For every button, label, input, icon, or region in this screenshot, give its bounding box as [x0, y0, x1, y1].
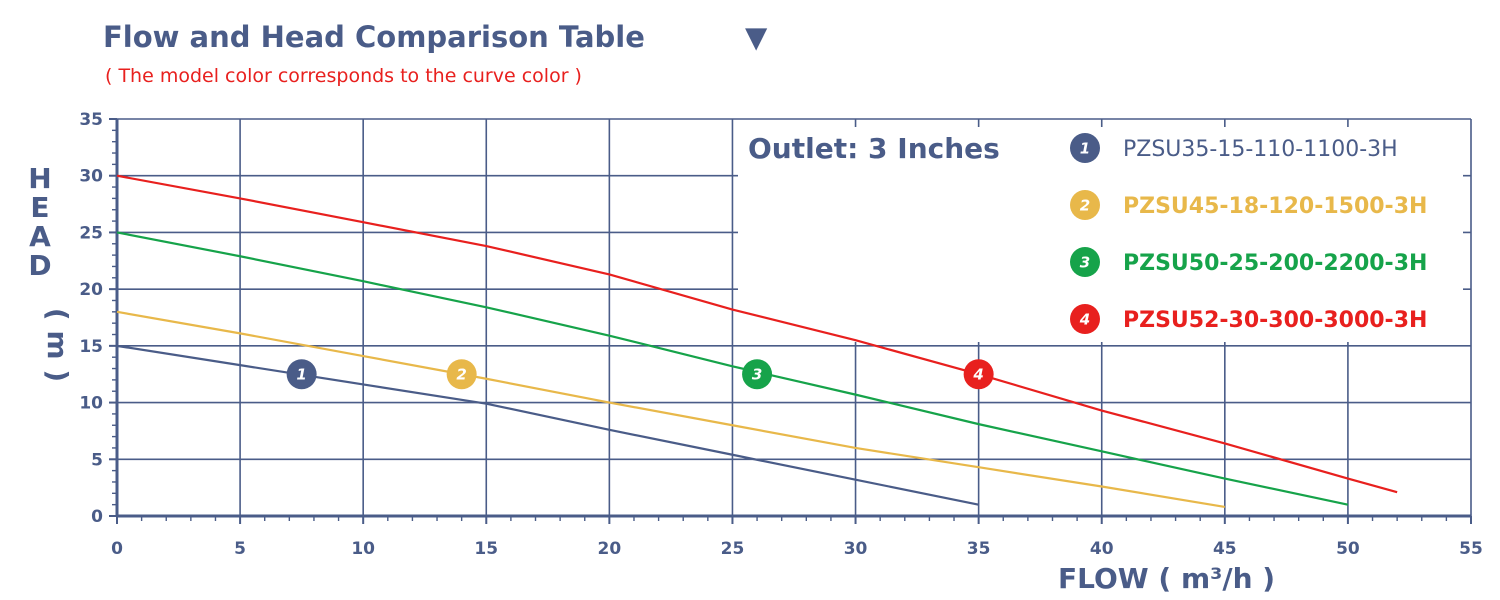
legend-marker-number-3: 3: [1080, 254, 1090, 272]
x-tick-label-3: 15: [474, 539, 498, 559]
legend-marker-2: [1070, 190, 1100, 220]
y-axis-label-letter-3: D: [28, 249, 51, 282]
series-marker-number-2: 2: [456, 366, 466, 384]
legend-label-2: PZSU45-18-120-1500-3H: [1123, 194, 1427, 219]
series-line-3: [116, 231, 1349, 506]
x-tick-label-9: 45: [1213, 539, 1237, 559]
legend-item-2: 2 PZSU45-18-120-1500-3H: [1070, 190, 1427, 220]
series-marker-circle-2: [446, 359, 477, 390]
x-axis-label: FLOW ( m³/h ): [1058, 562, 1275, 595]
series-markers: 1 2 3 4: [286, 359, 994, 390]
y-tick-label-6: 30: [79, 167, 103, 187]
y-axis-label-letter-1: E: [30, 191, 49, 224]
legend-marker-3: [1070, 247, 1100, 277]
x-tick-label-11: 55: [1459, 539, 1483, 559]
x-tick-label-5: 25: [721, 539, 745, 559]
y-tick-label-1: 5: [91, 450, 103, 470]
x-tick-label-1: 5: [234, 539, 246, 559]
y-axis-label-unit: ( m ): [41, 308, 74, 382]
x-tick-label-6: 30: [844, 539, 868, 559]
x-tick-label-7: 35: [967, 539, 991, 559]
series-line-1: [116, 344, 979, 506]
legend-marker-4: [1070, 304, 1100, 334]
legend-label-4: PZSU52-30-300-3000-3H: [1123, 308, 1427, 333]
outlet-annotation: Outlet: 3 Inches: [748, 132, 1000, 165]
series-marker-circle-1: [286, 359, 317, 390]
y-tick-label-5: 25: [79, 223, 103, 243]
y-axis-label-letter-0: H: [28, 162, 51, 195]
y-tick-labels: 0 5 10 15 20 25 30 35: [79, 110, 103, 527]
legend-marker-number-2: 2: [1080, 197, 1090, 215]
series-line-4: [116, 174, 1398, 494]
legend-label-3: PZSU50-25-200-2200-3H: [1123, 251, 1427, 276]
legend-marker-number-1: 1: [1080, 140, 1090, 158]
title-marker: ▼: [745, 20, 768, 54]
legend: 1 PZSU35-15-110-1100-3H 2 PZSU45-18-120-150…: [1070, 133, 1427, 334]
series-marker-4: 4: [963, 359, 994, 390]
series-marker-3: 3: [742, 359, 773, 390]
x-tick-label-8: 40: [1090, 539, 1114, 559]
legend-item-4: 4 PZSU52-30-300-3000-3H: [1070, 304, 1427, 334]
series-marker-circle-3: [742, 359, 773, 390]
x-tick-label-4: 20: [598, 539, 622, 559]
series-lines: [116, 174, 1398, 509]
chart-title: Flow and Head Comparison Table: [103, 20, 645, 54]
x-tick-label-0: 0: [111, 539, 123, 559]
x-tick-label-2: 10: [351, 539, 375, 559]
y-axis-label-letter-2: A: [29, 220, 51, 253]
series-line-2: [116, 310, 1225, 509]
series-marker-circle-4: [963, 359, 994, 390]
legend-label-1: PZSU35-15-110-1100-3H: [1123, 137, 1398, 162]
chart-subtitle: ( The model color corresponds to the cur…: [105, 65, 582, 87]
series-marker-1: 1: [286, 359, 317, 390]
x-tick-label-10: 50: [1336, 539, 1360, 559]
legend-marker-number-4: 4: [1079, 311, 1090, 329]
legend-marker-1: [1070, 133, 1100, 163]
series-marker-number-1: 1: [296, 366, 306, 384]
legend-item-1: 1 PZSU35-15-110-1100-3H: [1070, 133, 1398, 163]
legend-item-3: 3 PZSU50-25-200-2200-3H: [1070, 247, 1427, 277]
y-tick-label-3: 15: [79, 337, 103, 357]
series-marker-number-3: 3: [752, 366, 762, 384]
y-tick-label-4: 20: [79, 280, 103, 300]
x-tick-labels: 0 5 10 15 20 25 30 35 40 45 50 55: [111, 539, 1483, 559]
axes: [109, 118, 1472, 524]
y-tick-label-2: 10: [79, 394, 103, 414]
legend-background: [738, 127, 1463, 342]
series-marker-number-4: 4: [972, 366, 983, 384]
y-tick-label-0: 0: [91, 507, 103, 527]
series-marker-2: 2: [446, 359, 477, 390]
y-tick-label-7: 35: [79, 110, 103, 130]
